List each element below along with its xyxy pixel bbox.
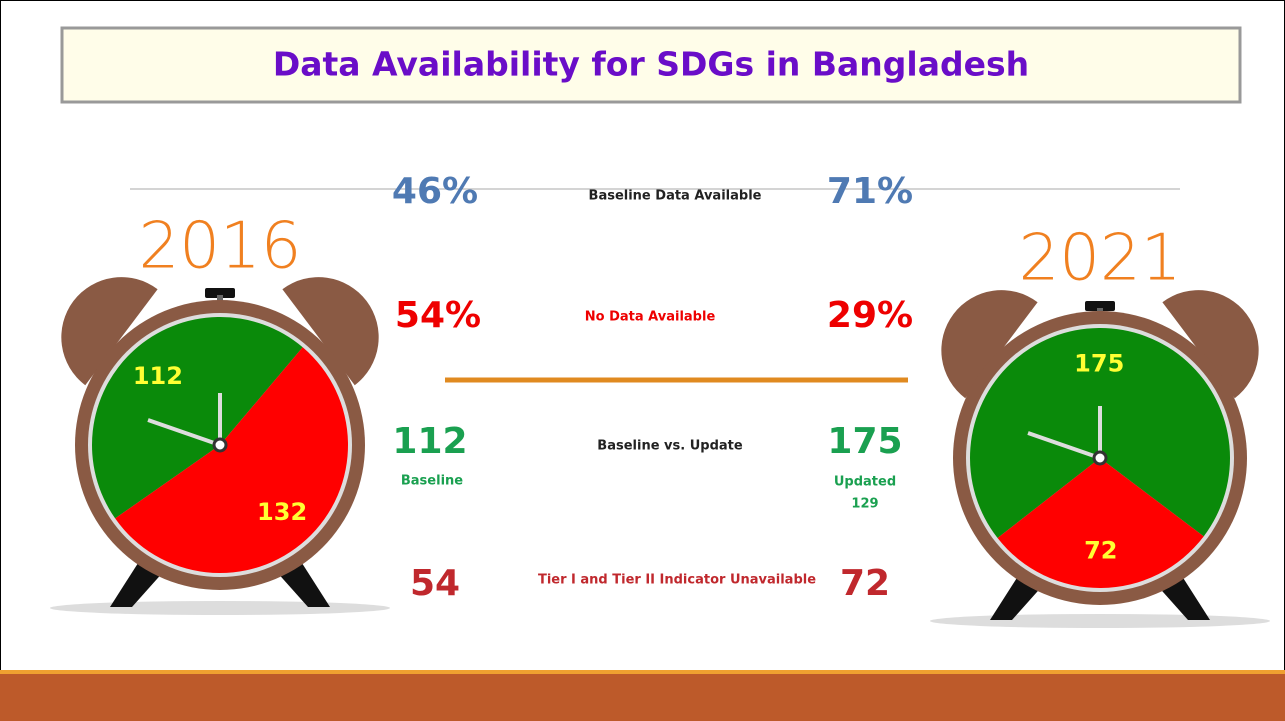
title: Data Availability for SDGs in Bangladesh bbox=[273, 45, 1029, 84]
clock-bell bbox=[941, 290, 1038, 399]
stat-label: Tier I and Tier II Indicator Unavailable bbox=[538, 573, 816, 588]
pie-slice bbox=[997, 458, 1204, 588]
stat-note: 129 bbox=[851, 497, 878, 512]
stat: 71% bbox=[827, 171, 913, 212]
stat: 54 bbox=[410, 563, 460, 604]
clock-pin bbox=[1092, 450, 1108, 466]
stat: 54% bbox=[395, 295, 481, 336]
slice-label: 132 bbox=[257, 498, 307, 526]
clock-pin bbox=[212, 437, 228, 453]
footer bbox=[0, 670, 1285, 721]
slice-label: 175 bbox=[1074, 349, 1124, 377]
title-box bbox=[60, 26, 1242, 104]
stat-label: Baseline vs. Update bbox=[597, 439, 743, 454]
clock-knob bbox=[1085, 301, 1115, 311]
slice-label: 112 bbox=[133, 362, 183, 390]
stat: 72 bbox=[840, 563, 890, 604]
stat: 29% bbox=[827, 295, 913, 336]
shadow bbox=[50, 601, 390, 615]
clock-bell bbox=[282, 277, 379, 386]
clock-hand bbox=[147, 418, 221, 447]
stat-label: Baseline Data Available bbox=[589, 189, 762, 204]
stat-note: Updated bbox=[834, 475, 896, 490]
clock-bell bbox=[1162, 290, 1259, 399]
clock-year: 2021 bbox=[1019, 222, 1182, 296]
footer-line bbox=[0, 670, 1285, 674]
stat-note: Baseline bbox=[401, 474, 463, 489]
clock-year: 2016 bbox=[139, 210, 302, 284]
clock-hand bbox=[1027, 431, 1101, 460]
pie-slice bbox=[115, 347, 348, 574]
slice-label: 72 bbox=[1084, 537, 1117, 565]
stat: 112 bbox=[392, 421, 467, 462]
pie-slice bbox=[92, 317, 303, 519]
stat: 46% bbox=[392, 171, 478, 212]
stat-label: No Data Available bbox=[585, 310, 716, 325]
stat: 175 bbox=[827, 421, 902, 462]
clock-knob bbox=[205, 288, 235, 298]
clock-bell bbox=[61, 277, 158, 386]
shadow bbox=[930, 614, 1270, 628]
